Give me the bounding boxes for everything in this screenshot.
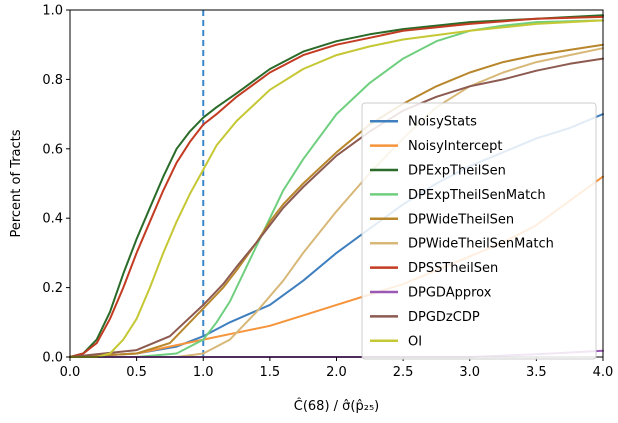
series-line-dpgdzcdp — [69, 57, 604, 358]
x-tick-label: 3.0 — [459, 365, 480, 380]
x-axis-label: Ĉ(68) / σ̂(p̂₂₅) — [294, 398, 379, 414]
y-tick-label: 0.4 — [42, 212, 63, 227]
y-tick-label: 0.2 — [42, 281, 63, 296]
x-tick-label: 1.0 — [193, 365, 214, 380]
y-tick-label: 0.8 — [42, 73, 63, 88]
legend-label: OI — [408, 334, 422, 349]
x-tick-label: 4.0 — [593, 365, 614, 380]
series-line-dpexptheilsen — [69, 14, 604, 358]
legend-label: DPWideTheilSenMatch — [408, 237, 554, 252]
legend-label: NoisyIntercept — [408, 139, 502, 154]
x-tick-label: 3.5 — [526, 365, 547, 380]
y-tick-label: 0.6 — [42, 142, 63, 157]
x-tick-label: 0.0 — [60, 365, 81, 380]
legend-label: DPExpTheilSenMatch — [408, 188, 546, 203]
series-line-dpwidetheilsenmatch — [69, 47, 604, 358]
x-tick-label: 2.5 — [393, 365, 414, 380]
series-line-dpsstheilsen — [69, 15, 604, 358]
y-tick-label: 1.0 — [42, 4, 63, 19]
y-tick-label: 0.0 — [42, 351, 63, 366]
series-line-oi — [69, 19, 604, 358]
legend-label: DPSSTheilSen — [408, 261, 498, 276]
x-tick-label: 1.5 — [260, 365, 281, 380]
legend-label: NoisyStats — [408, 115, 477, 130]
x-tick-label: 0.5 — [126, 365, 147, 380]
legend-label: DPGDApprox — [408, 286, 492, 301]
legend-box — [361, 102, 597, 360]
legend-label: DPExpTheilSen — [408, 164, 506, 179]
y-axis-label: Percent of Tracts — [9, 129, 24, 237]
legend: NoisyStats NoisyIntercept DPExpTheilSen DPE… — [361, 102, 597, 360]
legend-label: DPWideTheilSen — [408, 212, 514, 227]
x-tick-label: 2.0 — [326, 365, 347, 380]
series-line-dpwidetheilsen — [69, 43, 604, 358]
legend-label: DPGDzCDP — [408, 310, 480, 325]
